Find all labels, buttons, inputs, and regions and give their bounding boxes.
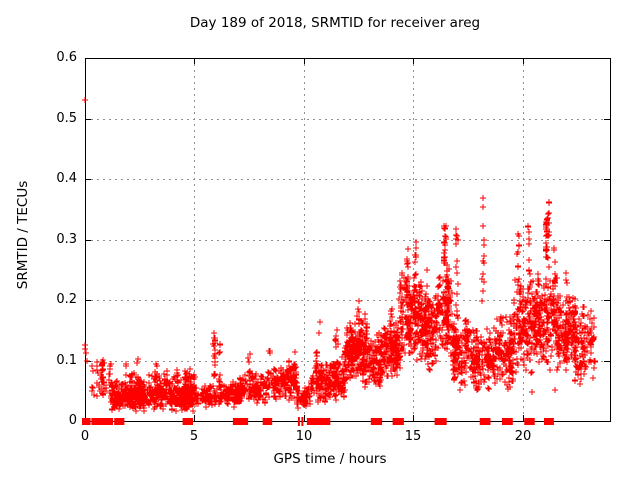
zero-value-marker (392, 418, 404, 425)
x-tick-label: 0 (80, 429, 90, 444)
zero-value-marker (114, 418, 125, 425)
chart-title: Day 189 of 2018, SRMTID for receiver are… (189, 15, 481, 31)
y-tick-label: 0.6 (56, 50, 77, 65)
zero-markers (82, 417, 554, 426)
x-tick-label: 5 (189, 429, 199, 444)
zero-value-marker (262, 418, 273, 425)
y-tick-label: 0.1 (56, 353, 77, 368)
y-tick-label: 0 (68, 413, 77, 428)
zero-value-marker (96, 418, 113, 425)
zero-value-marker (82, 418, 91, 425)
scatter-points (82, 97, 598, 414)
y-tick-label: 0.2 (56, 292, 77, 307)
zero-value-marker (544, 418, 554, 425)
zero-value-marker (301, 417, 304, 426)
zero-value-marker (306, 418, 322, 425)
y-tick-label: 0.3 (56, 232, 77, 247)
zero-value-marker (524, 418, 535, 425)
x-tick-label: 15 (404, 429, 422, 444)
zero-value-marker (182, 418, 193, 425)
zero-value-marker (479, 418, 491, 425)
zero-value-marker (434, 418, 447, 425)
y-tick-label: 0.4 (56, 171, 77, 186)
zero-value-marker (232, 418, 249, 425)
x-tick-label: 10 (295, 429, 313, 444)
y-tick-label: 0.5 (56, 111, 77, 126)
x-axis-label: GPS time / hours (273, 451, 387, 467)
zero-value-marker (297, 417, 300, 426)
zero-value-marker (502, 418, 513, 425)
zero-value-marker (91, 418, 102, 425)
x-tick-label: 20 (514, 429, 532, 444)
zero-value-marker (320, 418, 331, 425)
zero-value-marker (370, 418, 383, 425)
